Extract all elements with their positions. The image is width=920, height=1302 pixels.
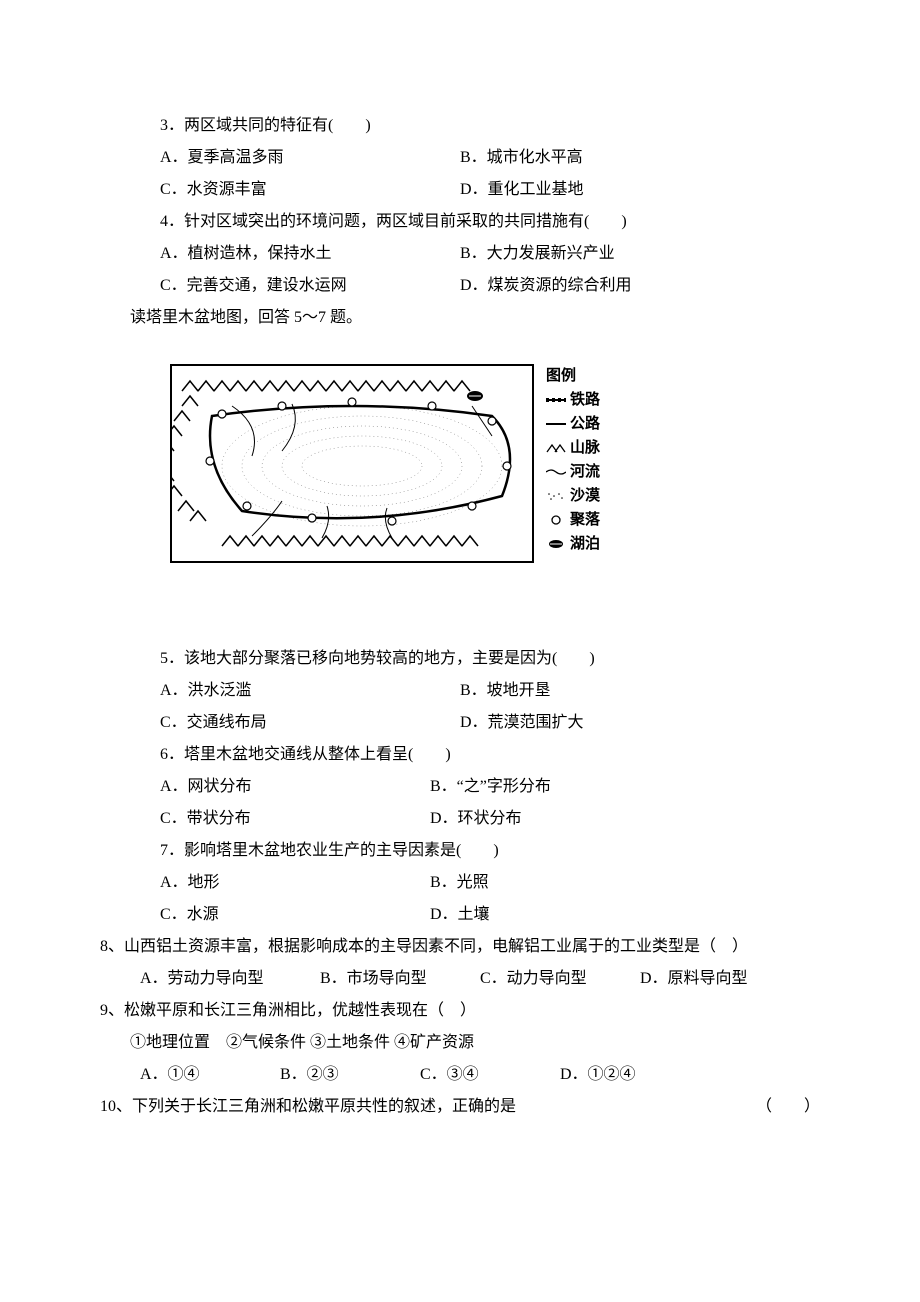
q3-opt-c: C．水资源丰富 (160, 174, 460, 206)
map-figure: 图例 铁路 公路 山脉 河流 沙漠 聚落 湖泊 (170, 364, 820, 563)
q10-paren: （ ） (756, 1091, 820, 1123)
q9-opt-a: A．①④ (140, 1059, 280, 1091)
q6-opt-c: C．带状分布 (160, 803, 430, 835)
q9-sub: ①地理位置 ②气候条件 ③土地条件 ④矿产资源 (130, 1027, 820, 1059)
q6-opt-a: A．网状分布 (160, 771, 430, 803)
q4-stem: 4．针对区域突出的环境问题，两区域目前采取的共同措施有( ) (160, 206, 820, 238)
q5-opt-d: D．荒漠范围扩大 (460, 707, 760, 739)
q8-opt-d: D．原料导向型 (640, 963, 800, 995)
q3-opt-d: D．重化工业基地 (460, 174, 760, 206)
legend-title: 图例 (546, 364, 600, 388)
q3-opt-b: B．城市化水平高 (460, 142, 760, 174)
legend-mountain: 山脉 (546, 436, 600, 460)
legend-desert: 沙漠 (546, 484, 600, 508)
q9-opt-b: B．②③ (280, 1059, 420, 1091)
q9-stem: 9、松嫩平原和长江三角洲相比，优越性表现在（ ） (100, 995, 820, 1027)
q7-opt-d: D．土壤 (430, 899, 700, 931)
legend-river: 河流 (546, 460, 600, 484)
q6-opt-b: B．“之”字形分布 (430, 771, 700, 803)
q6-stem: 6．塔里木盆地交通线从整体上看呈( ) (160, 739, 820, 771)
legend-road: 公路 (546, 412, 600, 436)
q8-opt-b: B．市场导向型 (320, 963, 480, 995)
q5-stem: 5．该地大部分聚落已移向地势较高的地方，主要是因为( ) (160, 643, 820, 675)
q9-opt-d: D．①②④ (560, 1059, 700, 1091)
q9-opt-c: C．③④ (420, 1059, 560, 1091)
intro-rest: 回答 5～7 题。 (258, 309, 362, 326)
q8-opt-a: A．劳动力导向型 (140, 963, 320, 995)
q4-opt-a: A．植树造林，保持水土 (160, 238, 460, 270)
intro-5-7: 读塔里木盆地图，回答 5～7 题。 (130, 302, 820, 334)
q5-opt-a: A．洪水泛滥 (160, 675, 460, 707)
legend-settle: 聚落 (546, 508, 600, 532)
map-legend: 图例 铁路 公路 山脉 河流 沙漠 聚落 湖泊 (546, 364, 600, 556)
q7-opt-b: B．光照 (430, 867, 700, 899)
q4-opt-b: B．大力发展新兴产业 (460, 238, 760, 270)
legend-rail: 铁路 (546, 388, 600, 412)
intro-bold: 读塔里木盆地图， (130, 309, 258, 326)
q3-stem: 3．两区域共同的特征有( ) (160, 110, 820, 142)
q3-opt-a: A．夏季高温多雨 (160, 142, 460, 174)
q6-opt-d: D．环状分布 (430, 803, 700, 835)
q5-opt-c: C．交通线布局 (160, 707, 460, 739)
q7-opt-a: A．地形 (160, 867, 430, 899)
legend-lake: 湖泊 (546, 532, 600, 556)
q4-opt-c: C．完善交通，建设水运网 (160, 270, 460, 302)
tarim-basin-map (170, 364, 534, 563)
q5-opt-b: B．坡地开垦 (460, 675, 760, 707)
q4-opt-d: D．煤炭资源的综合利用 (460, 270, 760, 302)
q7-opt-c: C．水源 (160, 899, 430, 931)
q8-opt-c: C．动力导向型 (480, 963, 640, 995)
q7-stem: 7．影响塔里木盆地农业生产的主导因素是( ) (160, 835, 820, 867)
q10-stem: 10、下列关于长江三角洲和松嫩平原共性的叙述，正确的是 (100, 1091, 516, 1123)
q8-stem: 8、山西铝土资源丰富，根据影响成本的主导因素不同，电解铝工业属于的工业类型是（ … (100, 931, 820, 963)
